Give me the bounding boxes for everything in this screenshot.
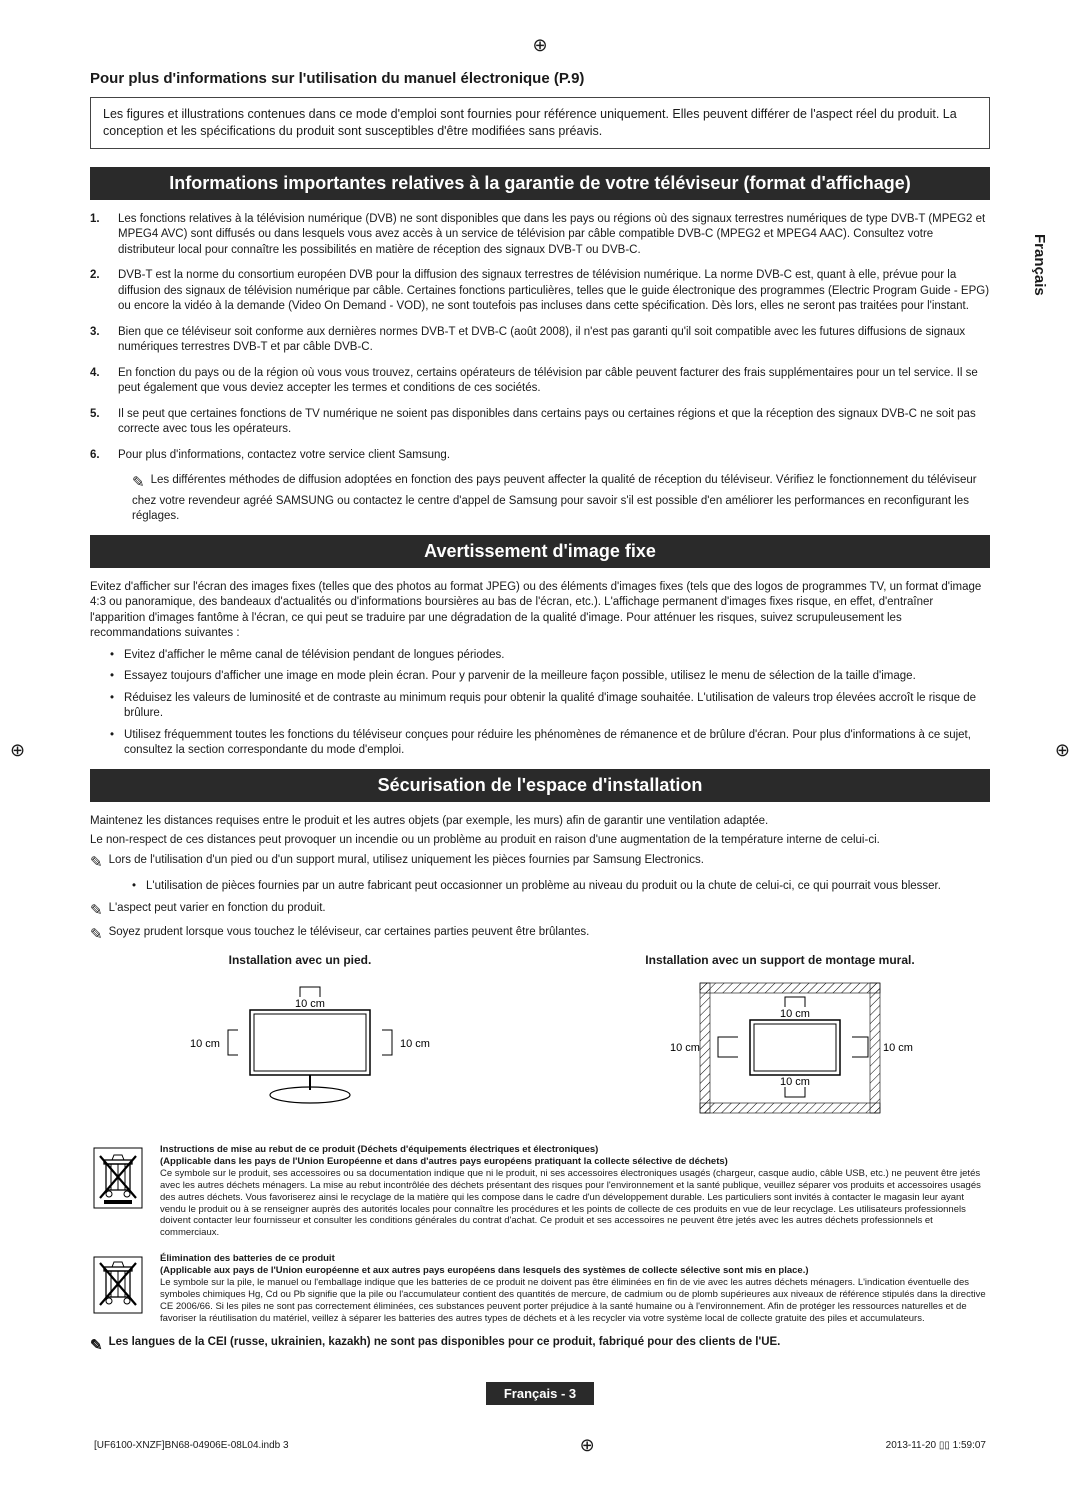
- section1-list: 1. Les fonctions relatives à la télévisio…: [90, 212, 990, 464]
- section1-hand-note: ✎Les différentes méthodes de diffusion a…: [90, 473, 990, 524]
- battery-text: Élimination des batteries de ce produit …: [160, 1253, 990, 1324]
- doc-footer: [UF6100-XNZF]BN68-04906E-08L04.indb 3 ⊕ …: [90, 1435, 990, 1456]
- list-num: 3.: [90, 325, 106, 356]
- language-tab: Français: [1029, 230, 1050, 300]
- final-note-text: Les langues de la CEI (russe, ukrainien,…: [109, 1336, 781, 1348]
- install-wall-title: Installation avec un support de montage …: [570, 953, 990, 967]
- hand-text: Soyez prudent lorsque vous touchez le té…: [109, 926, 590, 938]
- hand-text: L'aspect peut varier en fonction du prod…: [109, 902, 326, 914]
- section3-banner: Sécurisation de l'espace d'installation: [90, 769, 990, 802]
- list-text: Les fonctions relatives à la télévision …: [118, 212, 990, 259]
- list-num: 1.: [90, 212, 106, 259]
- svg-text:10 cm: 10 cm: [400, 1038, 430, 1050]
- list-text: Pour plus d'informations, contactez votr…: [118, 448, 450, 464]
- install-wall-diagram: 10 cm 10 cm 10 cm 10 cm: [630, 975, 930, 1125]
- svg-text:10 cm: 10 cm: [883, 1042, 913, 1054]
- hand-icon: ✎: [90, 901, 103, 921]
- list-text: DVB-T est la norme du consortium europée…: [118, 268, 990, 315]
- section3-hand2: ✎ L'aspect peut varier en fonction du pro…: [90, 901, 990, 921]
- hand-icon: ✎: [90, 1336, 103, 1354]
- weee-body: Ce symbole sur le produit, ses accessoir…: [160, 1168, 990, 1239]
- hand-icon: ✎: [132, 473, 145, 493]
- weee-text: Instructions de mise au rebut de ce prod…: [160, 1144, 990, 1239]
- battery-body: Le symbole sur la pile, le manuel ou l'e…: [160, 1277, 990, 1325]
- note-box: Les figures et illustrations contenues d…: [90, 97, 990, 149]
- page-number-footer: Français - 3: [486, 1382, 594, 1405]
- final-note: ✎ Les langues de la CEI (russe, ukrainien…: [90, 1336, 990, 1354]
- list-num: 4.: [90, 366, 106, 397]
- install-stand-title: Installation avec un pied.: [90, 953, 510, 967]
- section3-hand1: ✎ Lors de l'utilisation d'un pied ou d'un…: [90, 853, 990, 873]
- registration-mark-left: ⊕: [10, 740, 25, 761]
- install-stand-diagram: 10 cm 10 cm 10 cm: [150, 975, 450, 1115]
- svg-text:10 cm: 10 cm: [190, 1038, 220, 1050]
- battery-icon: [90, 1253, 146, 1317]
- install-wall-col: Installation avec un support de montage …: [570, 953, 990, 1130]
- weee-icon: [90, 1144, 146, 1216]
- bullet-text: Evitez d'afficher le même canal de télév…: [124, 648, 504, 664]
- section1-banner: Informations importantes relatives à la …: [90, 167, 990, 200]
- disposal-weee: Instructions de mise au rebut de ce prod…: [90, 1144, 990, 1239]
- hand-icon: ✎: [90, 925, 103, 945]
- registration-mark-top: ⊕: [532, 35, 547, 56]
- battery-title: Élimination des batteries de ce produit: [160, 1253, 990, 1265]
- weee-title: Instructions de mise au rebut de ce prod…: [160, 1144, 990, 1156]
- bullet-text: Réduisez les valeurs de luminosité et de…: [124, 691, 990, 722]
- bullet-text: L'utilisation de pièces fournies par un …: [146, 879, 941, 895]
- svg-text:10 cm: 10 cm: [780, 1008, 810, 1020]
- hand-note-text: Les différentes méthodes de diffusion ad…: [132, 474, 977, 522]
- weee-subtitle: (Applicable dans les pays de l'Union Eur…: [160, 1156, 990, 1168]
- section3-bullets: L'utilisation de pièces fournies par un …: [132, 879, 990, 895]
- bullet-text: Essayez toujours d'afficher une image en…: [124, 669, 916, 685]
- list-text: Bien que ce téléviseur soit conforme aux…: [118, 325, 990, 356]
- page-heading: Pour plus d'informations sur l'utilisati…: [90, 70, 990, 87]
- list-num: 5.: [90, 407, 106, 438]
- doc-footer-right: 2013-11-20 ▯▯ 1:59:07: [886, 1440, 986, 1451]
- section3-hand3: ✎ Soyez prudent lorsque vous touchez le t…: [90, 925, 990, 945]
- svg-text:10 cm: 10 cm: [295, 998, 325, 1010]
- svg-text:10 cm: 10 cm: [780, 1076, 810, 1088]
- battery-subtitle: (Applicable aux pays de l'Union européen…: [160, 1265, 990, 1277]
- list-text: Il se peut que certaines fonctions de TV…: [118, 407, 990, 438]
- section2-banner: Avertissement d'image fixe: [90, 535, 990, 568]
- bullet-text: Utilisez fréquemment toutes les fonction…: [124, 728, 990, 759]
- registration-mark-bottom: ⊕: [580, 1435, 595, 1456]
- section2-intro: Evitez d'afficher sur l'écran des images…: [90, 580, 990, 642]
- svg-text:10 cm: 10 cm: [670, 1042, 700, 1054]
- install-stand-col: Installation avec un pied. 10 cm 10 cm 1…: [90, 953, 510, 1130]
- list-num: 6.: [90, 448, 106, 464]
- doc-footer-left: [UF6100-XNZF]BN68-04906E-08L04.indb 3: [94, 1440, 289, 1451]
- registration-mark-right: ⊕: [1055, 740, 1070, 761]
- section3-p1: Maintenez les distances requises entre l…: [90, 814, 990, 830]
- list-text: En fonction du pays ou de la région où v…: [118, 366, 990, 397]
- section3-p2: Le non-respect de ces distances peut pro…: [90, 833, 990, 849]
- hand-icon: ✎: [90, 853, 103, 873]
- section2-bullets: Evitez d'afficher le même canal de télév…: [110, 648, 990, 759]
- hand-text: Lors de l'utilisation d'un pied ou d'un …: [109, 854, 704, 866]
- disposal-battery: Élimination des batteries de ce produit …: [90, 1253, 990, 1324]
- list-num: 2.: [90, 268, 106, 315]
- install-diagrams: Installation avec un pied. 10 cm 10 cm 1…: [90, 953, 990, 1130]
